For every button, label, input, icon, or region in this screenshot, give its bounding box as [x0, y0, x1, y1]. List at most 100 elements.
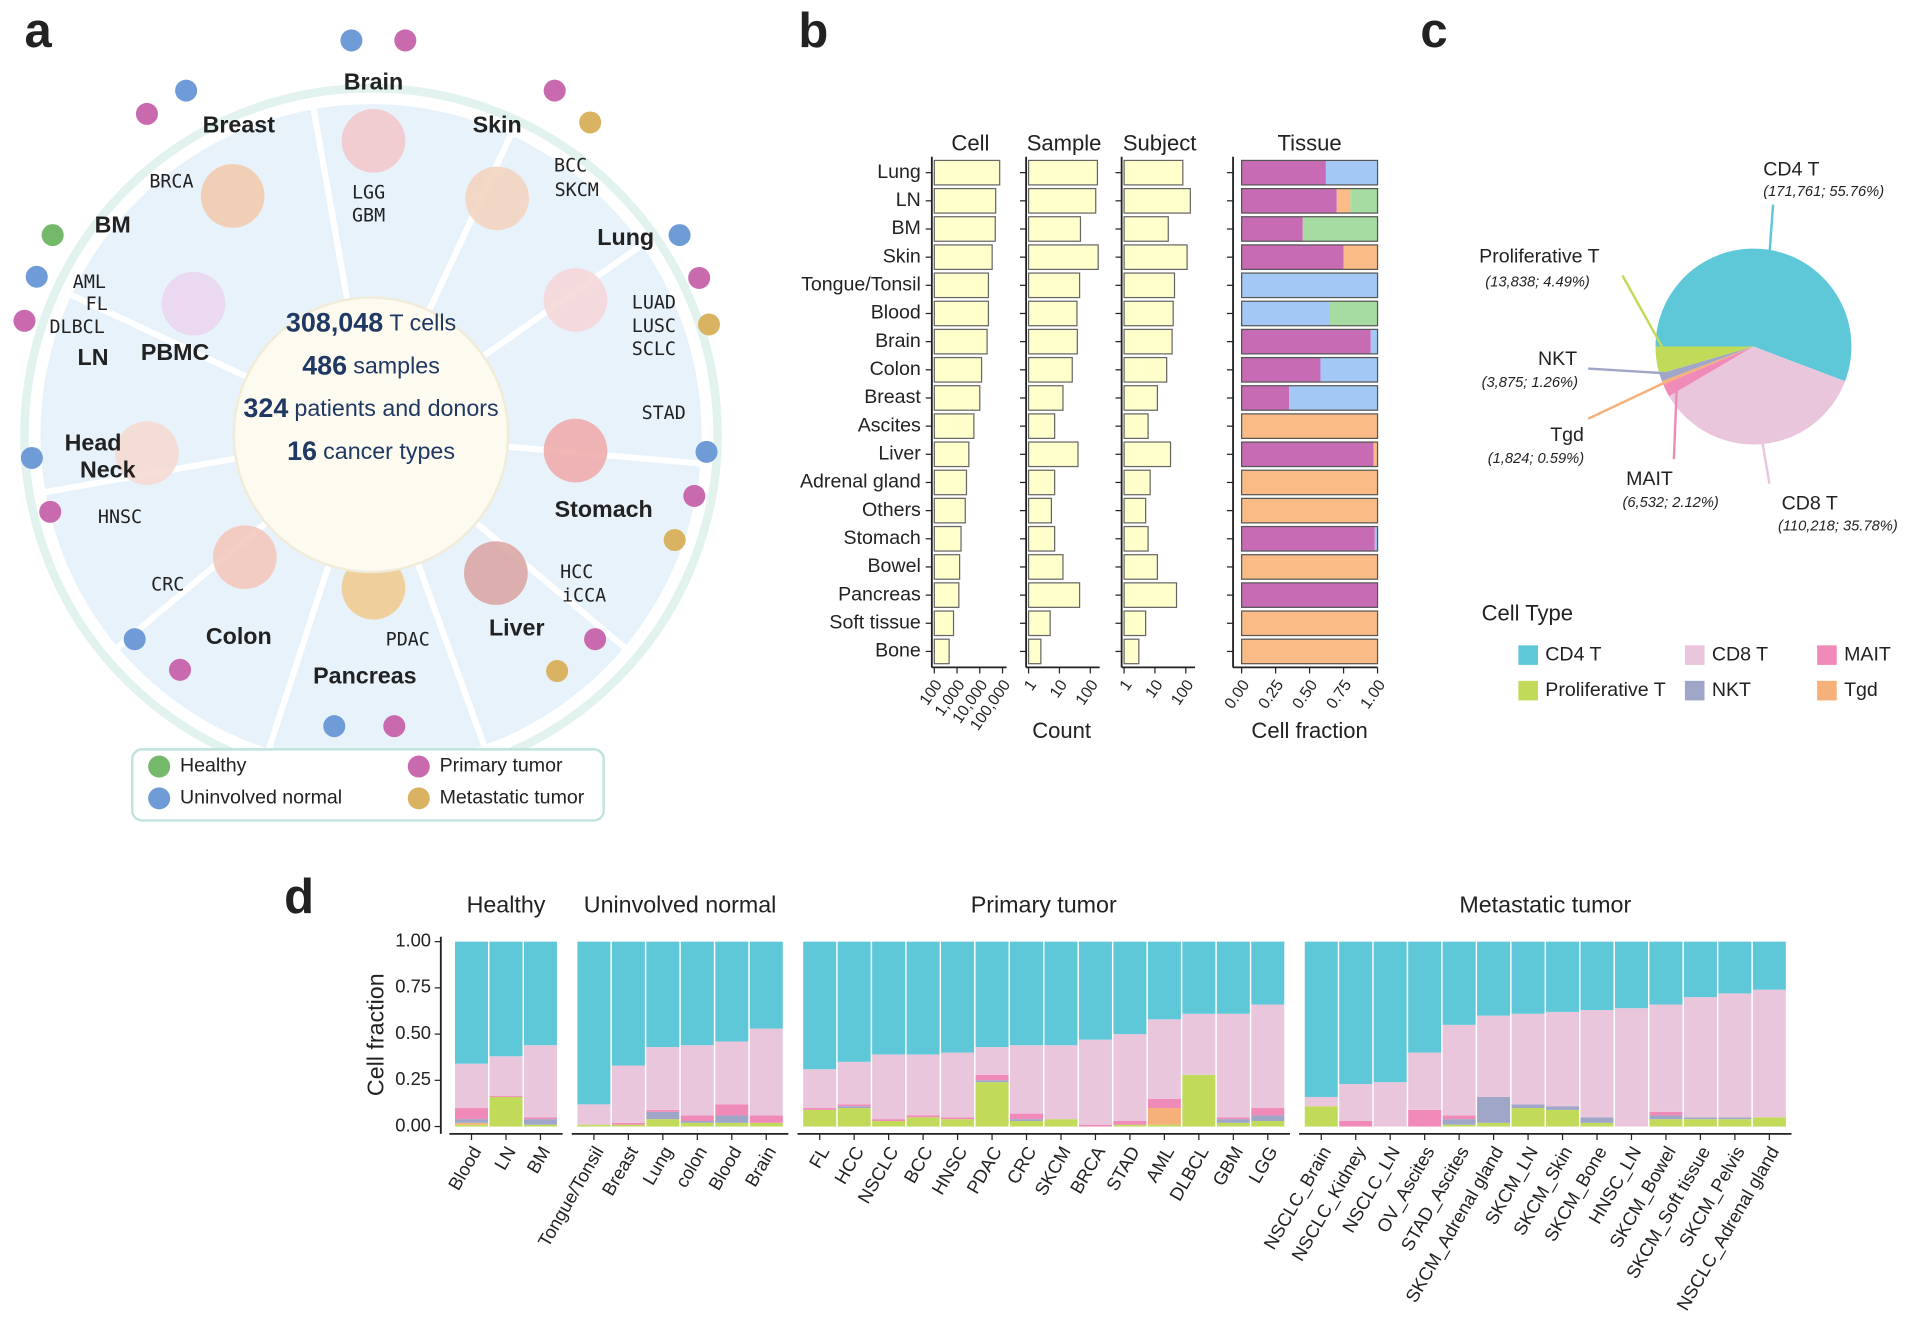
bar-segment	[1241, 639, 1378, 664]
bar-segment	[1408, 941, 1442, 1053]
segment-divider	[68, 291, 249, 380]
bar-segment	[1078, 1039, 1112, 1125]
bar-segment	[906, 1054, 940, 1116]
bar-segment	[1339, 941, 1373, 1085]
center-stat-text: cancer types	[323, 438, 455, 464]
y-tick-label: Blood	[871, 302, 921, 324]
organ-name: Brain	[344, 68, 403, 94]
bar-segment	[1304, 941, 1338, 1097]
bar	[1123, 638, 1140, 665]
y-tick-label: Others	[862, 499, 921, 521]
bar-segment	[1113, 1034, 1147, 1121]
bar-segment	[680, 1045, 714, 1116]
bar	[933, 356, 983, 383]
cancer-code: BRCA	[149, 171, 193, 192]
y-tick-label: 0.50	[395, 1022, 431, 1043]
slice-label: NKT	[1538, 348, 1577, 370]
bar-segment	[1241, 413, 1378, 439]
bar-segment	[1241, 498, 1378, 523]
cancer-code: LUSC	[632, 316, 676, 337]
bar-segment	[646, 1109, 680, 1112]
pie-slice	[1661, 346, 1754, 385]
bar	[1027, 356, 1073, 383]
y-tick-label: Soft tissue	[829, 611, 921, 633]
bar-segment	[1182, 1013, 1216, 1075]
bar-segment	[975, 1080, 1009, 1083]
bar	[1123, 244, 1188, 271]
center-stat: 16 cancer types	[287, 436, 455, 466]
bar-outline	[1241, 356, 1379, 383]
bar	[1123, 497, 1147, 524]
leader-line	[1621, 274, 1670, 360]
bar-segment	[1113, 1120, 1147, 1125]
bar-outline	[1241, 638, 1379, 665]
bar-segment	[1241, 188, 1337, 214]
organ-name: Pancreas	[313, 662, 416, 688]
status-dot	[13, 309, 36, 332]
slice-value-label: (110,218; 35.78%)	[1778, 518, 1898, 534]
bar-segment	[611, 941, 645, 1066]
bar-segment	[1216, 1117, 1250, 1120]
bar-segment	[1078, 941, 1112, 1040]
bar-segment	[803, 1069, 837, 1109]
cancer-code: GBM	[352, 206, 385, 227]
legend-title: Cell Type	[1482, 601, 1573, 626]
bar-segment	[680, 941, 714, 1046]
bar	[933, 582, 960, 608]
bar-segment	[1580, 1010, 1614, 1118]
bar-segment	[1147, 941, 1181, 1020]
bar-segment	[1241, 329, 1371, 354]
slice-value-label: (171,761; 55.76%)	[1763, 184, 1884, 200]
bar-segment	[1304, 1096, 1338, 1107]
y-tick-label: Liver	[878, 442, 921, 464]
bar	[933, 525, 962, 552]
legend-dot	[148, 787, 171, 810]
bar-segment	[1683, 997, 1717, 1118]
bar-segment	[975, 1082, 1009, 1127]
bar-segment	[523, 1045, 557, 1118]
bar	[1123, 385, 1159, 411]
bar-segment	[1216, 1119, 1250, 1123]
y-tick-label: LN	[896, 189, 921, 211]
bar-segment	[489, 1056, 523, 1097]
organ-illustration	[115, 421, 179, 485]
bar-segment	[975, 1047, 1009, 1075]
organ-name: LN	[78, 344, 109, 370]
bar-segment	[1010, 941, 1044, 1046]
bar	[1123, 328, 1173, 355]
bar-segment	[1289, 385, 1378, 411]
bar-segment	[1546, 941, 1580, 1012]
pie-slice	[1655, 248, 1852, 382]
center-stat-number: 308,048	[286, 308, 383, 338]
status-dot	[394, 29, 417, 52]
bar-segment	[1718, 1117, 1752, 1120]
bar-segment	[1477, 1015, 1511, 1097]
y-tick-label: Tongue/Tonsil	[801, 273, 921, 295]
cancer-code: FL	[86, 294, 108, 315]
slice-label: Tgd	[1550, 424, 1584, 446]
leader-line	[1587, 377, 1675, 420]
legend-dot	[407, 755, 430, 778]
bar	[1123, 582, 1178, 608]
bar-segment	[1580, 941, 1614, 1011]
center-stat-text: patients and donors	[294, 395, 498, 421]
bar-segment	[489, 1096, 523, 1127]
bar-segment	[1304, 1106, 1338, 1127]
bar-segment	[1339, 1084, 1373, 1121]
bar-segment	[1442, 941, 1476, 1025]
bar-outline	[1241, 159, 1379, 186]
bar-segment	[872, 1120, 906, 1127]
bar-segment	[975, 941, 1009, 1048]
bar	[1123, 441, 1172, 468]
facet-title: Metastatic tumor	[1459, 891, 1631, 917]
status-dot	[543, 79, 566, 102]
bar-segment	[1241, 385, 1290, 411]
bar	[933, 638, 950, 665]
bar-segment	[1649, 1119, 1683, 1127]
status-dot	[20, 446, 43, 469]
bar-segment	[803, 1109, 837, 1127]
bar-segment	[1718, 1119, 1752, 1127]
bar-segment	[523, 1117, 557, 1120]
bar-segment	[1147, 1124, 1181, 1127]
organ-name: Breast	[203, 111, 276, 137]
